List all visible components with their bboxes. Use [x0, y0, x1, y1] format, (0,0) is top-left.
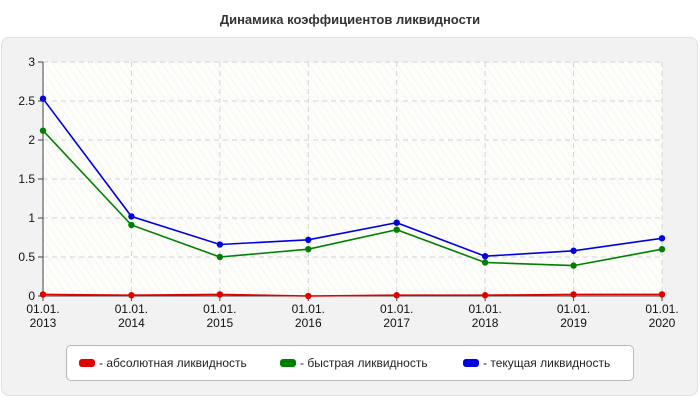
series-point-2: [658, 235, 666, 242]
x-tick-label: 01.01. 2013: [26, 302, 59, 330]
x-tick-label-day: 01.01.: [26, 302, 59, 316]
x-tick-label-day: 01.01.: [292, 302, 325, 316]
y-tick-label: 1: [28, 211, 35, 225]
x-tick-label-year: 2020: [649, 316, 676, 330]
y-tick-label: 2.5: [18, 94, 35, 108]
series-point-2: [39, 95, 47, 102]
series-point-1: [128, 221, 135, 229]
x-tick-label: 01.01. 2019: [557, 302, 590, 330]
x-tick-label-day: 01.01.: [557, 302, 590, 316]
x-tick-label-day: 01.01.: [468, 302, 501, 316]
x-tick-label: 01.01. 2016: [292, 302, 325, 330]
series-point-1: [570, 262, 577, 269]
series-point-1: [481, 259, 489, 266]
series-point-1: [305, 246, 312, 253]
series-point-0: [570, 291, 577, 298]
legend-label-current: - текущая ликвидность: [483, 356, 611, 370]
y-tick-label: 1.5: [18, 172, 35, 186]
series-point-0: [216, 291, 224, 298]
x-tick-label: 01.01. 2020: [645, 302, 678, 330]
series-point-2: [305, 236, 312, 244]
x-tick-label: 01.01. 2015: [203, 302, 236, 330]
series-point-0: [658, 291, 666, 298]
x-tick-label-day: 01.01.: [645, 302, 678, 316]
series-point-2: [216, 241, 224, 248]
series-point-1: [39, 127, 47, 134]
x-tick-label-year: 2013: [30, 316, 57, 330]
legend-swatch-quick: [280, 359, 296, 367]
legend-label-quick: - быстрая ликвидность: [300, 356, 428, 370]
legend-item-current: - текущая ликвидность: [463, 356, 610, 370]
y-tick-label: 0: [28, 289, 35, 303]
series-line-0: [42, 293, 662, 297]
legend-item-quick: - быстрая ликвидность: [280, 356, 428, 370]
x-tick-label: 01.01. 2014: [115, 302, 148, 330]
series-point-0: [39, 291, 47, 298]
series-line-2: [42, 98, 663, 258]
x-tick-label-year: 2016: [295, 316, 322, 330]
series-line-1: [42, 130, 663, 267]
x-tick-label-year: 2018: [472, 316, 499, 330]
series-point-0: [393, 292, 400, 299]
series-point-2: [570, 247, 577, 254]
x-tick-label-year: 2014: [118, 316, 145, 330]
y-tick-label: 2: [28, 133, 35, 147]
series-point-0: [305, 292, 312, 300]
y-tick-label: 0.5: [18, 250, 35, 264]
chart-title: Динамика коэффициентов ликвидности: [219, 12, 481, 27]
legend-swatch-absolute: [79, 359, 95, 367]
legend-label-absolute: - абсолютная ликвидность: [99, 356, 247, 370]
chart-legend: - абсолютная ликвидность - быстрая ликви…: [66, 345, 634, 381]
x-tick-label-day: 01.01.: [203, 302, 236, 316]
series-point-2: [481, 253, 489, 260]
legend-item-absolute: - абсолютная ликвидность: [79, 356, 247, 370]
legend-swatch-current: [463, 359, 479, 367]
series-point-1: [216, 253, 224, 261]
x-tick-label-day: 01.01.: [380, 302, 413, 316]
x-tick-label-year: 2015: [207, 316, 234, 330]
series-point-0: [128, 292, 135, 299]
series-point-0: [481, 292, 489, 299]
x-tick-label: 01.01. 2017: [380, 302, 413, 330]
x-tick-label-year: 2019: [560, 316, 587, 330]
series-point-2: [128, 213, 135, 220]
series-point-1: [393, 226, 400, 233]
x-tick-label: 01.01. 2018: [468, 302, 501, 330]
x-tick-label-year: 2017: [383, 316, 410, 330]
y-tick-label: 3: [28, 55, 35, 69]
series-point-2: [393, 219, 400, 226]
x-tick-label-day: 01.01.: [115, 302, 148, 316]
series-point-1: [658, 246, 666, 253]
